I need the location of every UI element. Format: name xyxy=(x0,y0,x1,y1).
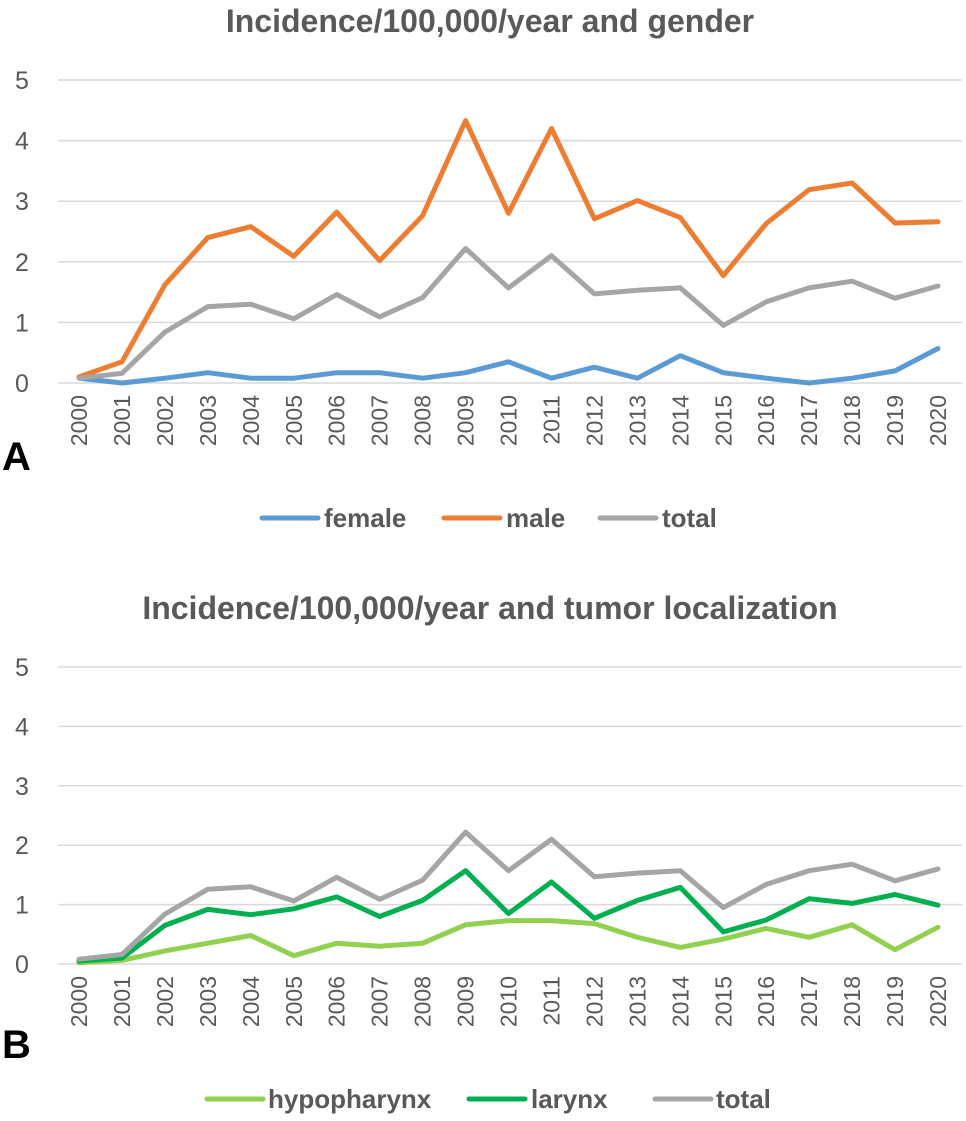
legend-label: male xyxy=(506,503,565,533)
x-tick-label: 2003 xyxy=(195,976,221,1027)
x-tick-label: 2001 xyxy=(109,395,135,446)
x-tick-label: 2020 xyxy=(925,395,951,446)
y-tick-label: 1 xyxy=(15,309,29,337)
legend-item-total: total xyxy=(597,503,717,533)
x-tick-label: 2010 xyxy=(496,976,522,1027)
x-tick-label: 2016 xyxy=(753,976,779,1027)
x-tick-label: 2017 xyxy=(796,976,822,1027)
grid-b xyxy=(58,666,962,965)
x-tick-label: 2006 xyxy=(324,976,350,1027)
x-tick-label: 2012 xyxy=(581,976,607,1027)
series-line-male xyxy=(76,118,941,380)
y-tick-label: 4 xyxy=(15,713,29,741)
x-tick-label: 2001 xyxy=(109,976,135,1027)
x-tick-label: 2014 xyxy=(667,976,693,1027)
x-tick-label: 2015 xyxy=(710,976,736,1027)
series-line-larynx xyxy=(76,868,941,964)
x-tick-label: 2008 xyxy=(410,976,436,1027)
x-tick-label: 2015 xyxy=(710,395,736,446)
y-tick-label: 3 xyxy=(15,773,29,801)
y-tick-label: 1 xyxy=(15,892,29,920)
x-tick-label: 2000 xyxy=(66,395,92,446)
panel-label-a: A xyxy=(2,435,31,479)
legend-item-hypopharynx: hypopharynx xyxy=(204,1084,432,1114)
x-tick-label: 2017 xyxy=(796,395,822,446)
y-tick-label: 0 xyxy=(15,951,29,979)
x-tick-label: 2018 xyxy=(839,976,865,1027)
x-tick-label: 2004 xyxy=(238,976,264,1027)
y-tick-label: 0 xyxy=(15,370,29,398)
x-tick-label: 2007 xyxy=(367,395,393,446)
y-tick-label: 2 xyxy=(15,832,29,860)
series-lines-a xyxy=(76,118,941,386)
x-tick-label: 2008 xyxy=(410,395,436,446)
panel-label-b: B xyxy=(2,1023,31,1067)
x-axis-ticks-b: 2000 2001 2002 2003 2004 2005 2006 2007 2008 2009… xyxy=(66,976,951,1027)
legend-label: total xyxy=(716,1084,771,1114)
legend-item-male: male xyxy=(441,503,565,533)
panel-b: Incidence/100,000/year and tumor localiz… xyxy=(2,590,962,1114)
legend-item-female: female xyxy=(259,503,406,533)
x-tick-label: 2019 xyxy=(882,395,908,446)
y-axis-ticks-b: 0 1 2 3 4 5 xyxy=(15,654,29,979)
legend-label: total xyxy=(662,503,717,533)
legend-a: female male total xyxy=(259,503,717,533)
y-tick-label: 4 xyxy=(15,128,29,156)
x-tick-label: 2000 xyxy=(66,976,92,1027)
x-tick-label: 2011 xyxy=(538,976,564,1025)
chart-title-a: Incidence/100,000/year and gender xyxy=(226,3,754,39)
x-tick-label: 2002 xyxy=(152,395,178,446)
x-tick-label: 2002 xyxy=(152,976,178,1027)
x-tick-label: 2014 xyxy=(667,395,693,446)
x-tick-label: 2013 xyxy=(624,976,650,1027)
legend-item-larynx: larynx xyxy=(466,1084,608,1114)
x-tick-label: 2012 xyxy=(581,395,607,446)
legend-label: hypopharynx xyxy=(268,1084,432,1114)
series-line-total xyxy=(76,246,941,381)
x-tick-label: 2009 xyxy=(453,395,479,446)
legend-item-total: total xyxy=(652,1084,771,1114)
x-tick-label: 2007 xyxy=(367,976,393,1027)
x-tick-label: 2005 xyxy=(281,976,307,1027)
x-tick-label: 2005 xyxy=(281,395,307,446)
chart-title-b: Incidence/100,000/year and tumor localiz… xyxy=(142,590,837,626)
x-tick-label: 2018 xyxy=(839,395,865,446)
x-tick-label: 2019 xyxy=(882,976,908,1027)
series-lines-b xyxy=(76,829,941,966)
x-tick-label: 2006 xyxy=(324,395,350,446)
panel-a: Incidence/100,000/year and gender A 0 1 2 3… xyxy=(2,3,962,533)
x-tick-label: 2016 xyxy=(753,395,779,446)
series-line-total xyxy=(76,829,941,962)
x-tick-label: 2004 xyxy=(238,395,264,446)
x-tick-label: 2003 xyxy=(195,395,221,446)
y-tick-label: 5 xyxy=(15,67,29,95)
y-tick-label: 5 xyxy=(15,654,29,682)
x-tick-label: 2009 xyxy=(453,976,479,1027)
y-tick-label: 3 xyxy=(15,188,29,216)
y-axis-ticks-a: 0 1 2 3 4 5 xyxy=(15,67,29,398)
x-axis-ticks-a: 2000 2001 2002 2003 2004 2005 2006 2007 2008 2009… xyxy=(66,395,951,446)
grid-a xyxy=(58,79,962,384)
series-line-female xyxy=(76,346,941,386)
legend-label: larynx xyxy=(531,1084,608,1114)
legend-label: female xyxy=(324,503,406,533)
x-tick-label: 2010 xyxy=(496,395,522,446)
series-line-hypopharynx xyxy=(76,918,941,966)
legend-b: hypopharynx larynx total xyxy=(204,1084,771,1114)
y-tick-label: 2 xyxy=(15,249,29,277)
x-tick-label: 2011 xyxy=(538,395,564,444)
x-tick-label: 2013 xyxy=(624,395,650,446)
x-tick-label: 2020 xyxy=(925,976,951,1027)
